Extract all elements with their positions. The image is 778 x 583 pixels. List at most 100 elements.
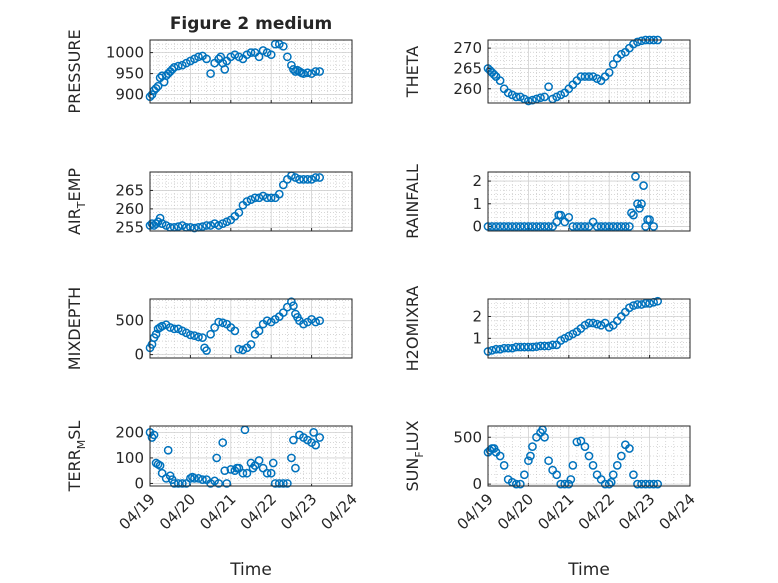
axes-frame: [487, 39, 691, 104]
data-point: [584, 451, 594, 461]
y-axis-label: MIXDEPTH: [65, 287, 84, 370]
data-point: [515, 342, 525, 352]
data-point: [625, 222, 634, 231]
axes-frame: [149, 298, 353, 359]
data-point: [641, 479, 650, 489]
data-point: [511, 222, 521, 231]
axes-box: [487, 298, 691, 359]
data-point: [173, 222, 183, 231]
data-point: [645, 479, 654, 489]
data-point: [608, 470, 618, 480]
data-point: [262, 468, 272, 478]
data-point: [544, 456, 553, 466]
data-point: [254, 52, 264, 62]
data-point: [528, 342, 537, 352]
data-point: [621, 222, 630, 231]
data-point: [291, 173, 300, 182]
data-point: [242, 197, 252, 206]
y-tick-label: 2: [472, 172, 482, 190]
data-point: [637, 300, 646, 309]
data-point: [289, 301, 298, 311]
data-point: [210, 219, 219, 228]
y-label-rest: LUX: [403, 420, 422, 451]
data-point: [303, 68, 312, 78]
y-axis-label: THETA: [403, 46, 422, 98]
data-point: [566, 475, 576, 484]
y-axis-label: SUNFLUX: [403, 420, 426, 491]
data-point: [552, 470, 562, 480]
data-point: [576, 72, 586, 81]
data-point: [157, 321, 167, 331]
data-point: [580, 222, 590, 231]
data-point: [532, 342, 541, 351]
data-point: [177, 479, 187, 488]
data-point: [278, 479, 288, 488]
data-point: [528, 442, 537, 451]
data-point: [315, 173, 325, 182]
data-point: [151, 329, 161, 339]
data-point: [524, 456, 533, 466]
data-point: [608, 222, 618, 231]
y-label-rest: EMP: [65, 168, 84, 202]
data-point: [499, 461, 509, 470]
subplot-pressure: 900 950 1000 PRESSURE: [65, 29, 353, 114]
data-point: [592, 319, 602, 329]
data-point: [528, 222, 537, 231]
data-point: [262, 316, 272, 326]
data-point: [220, 65, 230, 74]
data-point: [536, 341, 545, 351]
data-point: [270, 39, 280, 49]
data-point: [266, 50, 276, 60]
data-point: [540, 341, 549, 351]
data-point: [151, 219, 161, 228]
x-tick-label: 04/19: [454, 490, 497, 533]
data-point: [629, 301, 638, 310]
data-point: [242, 468, 252, 478]
data-point: [190, 473, 199, 483]
data-point: [303, 175, 312, 184]
data-point: [287, 60, 296, 70]
x-axis-label: Time: [567, 560, 610, 580]
x-tick-label: 04/21: [196, 490, 239, 533]
y-axis-label: H2OMIXRA: [403, 286, 422, 372]
data-point: [169, 62, 179, 72]
data-point: [283, 302, 292, 312]
data-point: [653, 296, 663, 306]
data-point: [507, 343, 517, 353]
data-point: [238, 468, 248, 478]
data-point: [311, 67, 320, 76]
y-tick-label: 1: [472, 195, 482, 213]
x-tick-label: 04/23: [615, 490, 658, 533]
data-point: [507, 222, 517, 231]
data-point: [214, 221, 224, 230]
y-tick-label: 0: [134, 346, 144, 364]
data-point: [157, 219, 167, 228]
data-point: [604, 68, 614, 77]
data-point: [246, 195, 256, 205]
data-point: [588, 461, 598, 470]
data-point: [580, 72, 590, 81]
data-point: [633, 199, 642, 209]
data-point: [190, 331, 199, 340]
data-point: [568, 461, 578, 470]
x-tick-label: 04/20: [156, 490, 199, 533]
data-point: [556, 479, 566, 489]
y-tick-label: 265: [453, 59, 482, 77]
data-point: [165, 323, 175, 332]
data-point: [637, 36, 646, 46]
data-point: [214, 479, 224, 488]
y-tick-label: 1000: [106, 44, 144, 62]
data-point: [495, 344, 505, 354]
y-tick-label: 500: [115, 312, 144, 330]
data-point: [511, 479, 521, 489]
data-point: [503, 343, 513, 353]
x-tick-label: 04/22: [575, 490, 618, 533]
data-point: [234, 344, 244, 354]
data-point: [287, 453, 296, 463]
data-point: [186, 330, 195, 340]
data-point: [499, 343, 509, 353]
subplot-theta: 260 265 270 THETA: [403, 35, 691, 106]
data-point: [495, 451, 505, 461]
